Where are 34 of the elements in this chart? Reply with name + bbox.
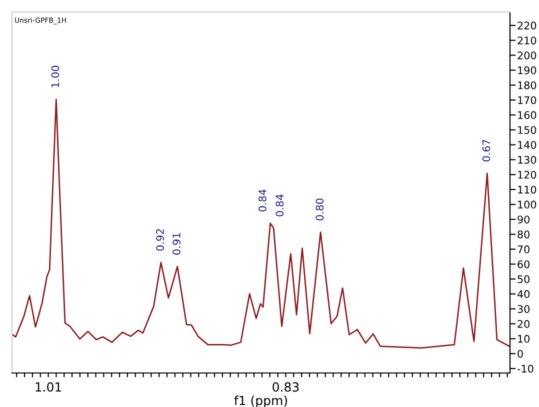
y-tick-label: 110 [518,186,536,194]
annotation: 0.91 [172,233,180,255]
y-tick-label: 130 [518,156,536,164]
y-tick-label: 150 [518,126,536,134]
y-tick-label: 180 [518,81,536,90]
y-tick-label: -10 [517,364,534,373]
annotation: 0.84 [276,194,284,216]
y-tick-label: 0 [518,350,523,358]
annotation: 1.00 [51,66,60,88]
y-tick-label: 200 [518,51,536,60]
y-tick-label: 100 [518,200,536,209]
annotation: 0.80 [316,198,324,220]
y-tick-label: 160 [518,111,536,120]
line-series [12,98,510,349]
y-tick-label: 120 [518,170,536,179]
annotation: 0.67 [482,140,490,162]
y-tick-label: 60 [518,260,530,268]
y-tick-label: 30 [518,305,530,313]
annotation: 0.84 [258,190,266,212]
y-tick-label: 90 [518,216,530,224]
y-tick-label: 140 [518,140,536,149]
y-tick-label: 80 [518,230,530,238]
y-tick-label: 190 [518,66,536,74]
y-tick-label: 70 [518,245,530,254]
x-tick-label: 1.01 [36,382,62,392]
y-tick-label: 50 [518,275,530,284]
y-tick-label: 10 [518,334,530,343]
y-tick-label: 170 [518,96,536,104]
annotation: 0.92 [156,229,164,251]
y-tick-label: 40 [517,290,530,298]
y-tick-label: 220 [518,22,536,30]
y-tick-label: 20 [518,320,530,328]
x-tick-label: 0.83 [272,382,299,392]
y-tick-label: 210 [518,36,536,44]
